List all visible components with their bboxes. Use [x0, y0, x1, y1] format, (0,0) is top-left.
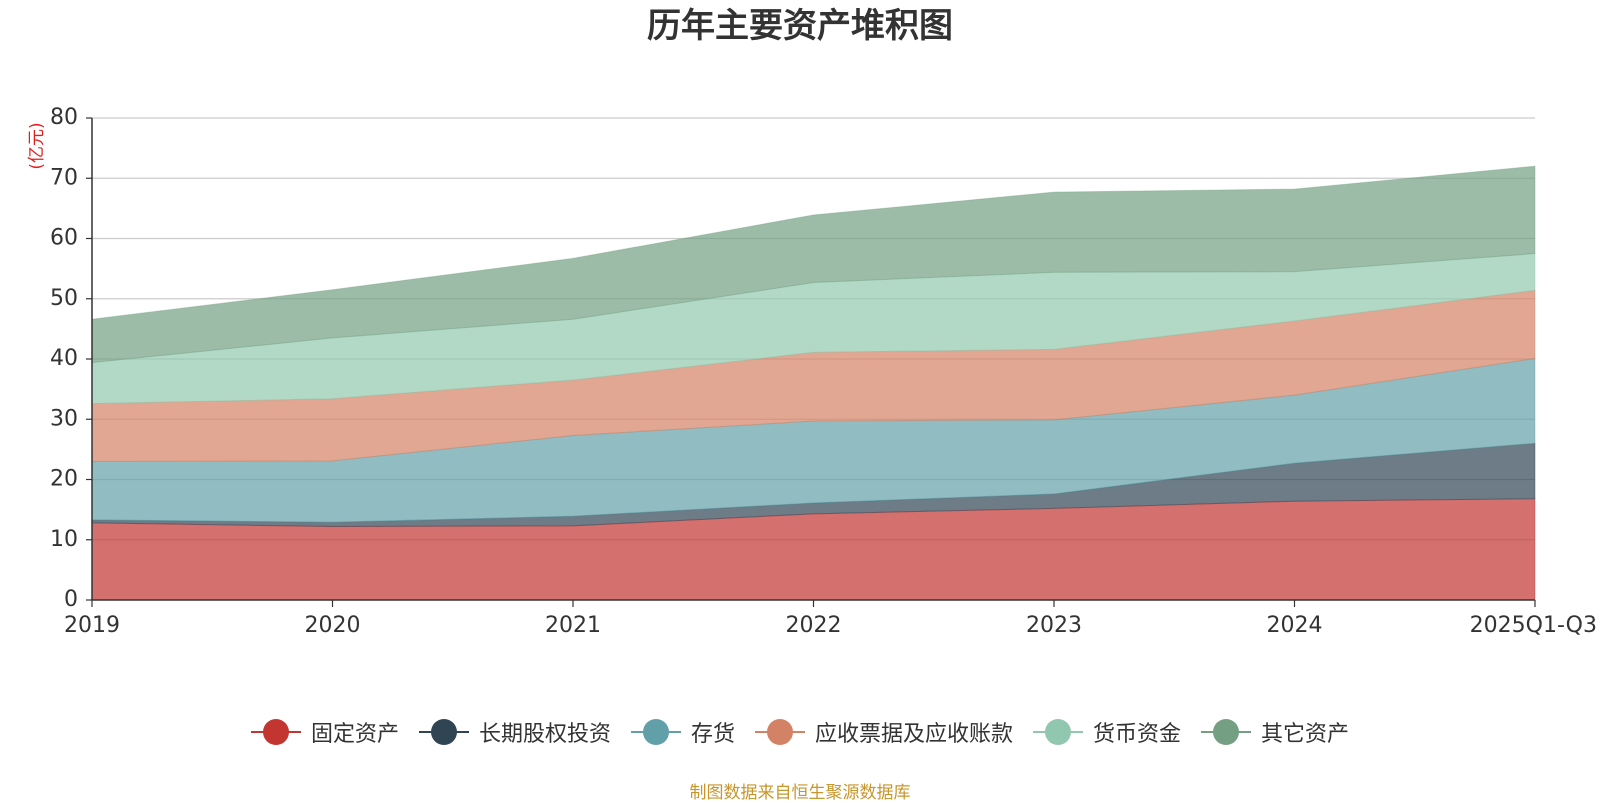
legend-label: 应收票据及应收账款 — [815, 722, 1014, 747]
legend-label: 固定资产 — [310, 722, 399, 747]
area-series-5 — [91, 253, 1536, 405]
y-axis-label: (亿元) — [27, 122, 47, 169]
legend-item-5[interactable]: 货币资金 — [1033, 716, 1181, 748]
source-note: 制图数据来自恒生聚源数据库 — [689, 783, 911, 803]
legend-label: 存货 — [690, 722, 735, 747]
area-series-2 — [91, 442, 1536, 527]
x-ticks: 2019 2020 2021 2022 2023 2024 2025Q1-Q3 — [64, 600, 1597, 638]
y-tick-label: 40 — [50, 346, 78, 371]
legend-marker-icon — [250, 718, 301, 746]
legend-marker-icon — [630, 718, 681, 746]
legend-item-6[interactable]: 其它资产 — [1201, 716, 1349, 748]
legend-label: 其它资产 — [1261, 722, 1350, 747]
area-series-6 — [91, 165, 1536, 364]
legend-marker-icon — [1201, 718, 1252, 746]
y-tick-label: 70 — [50, 165, 78, 190]
y-tick-label: 20 — [50, 467, 78, 492]
y-tick-label: 30 — [50, 406, 78, 431]
y-tick-label: 50 — [50, 286, 78, 311]
legend-label: 长期股权投资 — [478, 722, 611, 747]
legend-item-1[interactable]: 固定资产 — [250, 716, 399, 748]
x-tick-label: 2025Q1-Q3 — [1470, 613, 1597, 638]
y-tick-label: 0 — [64, 587, 78, 612]
legend: 固定资产 长期股权投资 存货 应收票据及应收账款 货币资金 其它资产 — [0, 716, 1600, 748]
y-tick-label: 10 — [50, 527, 78, 552]
legend-marker-icon — [418, 718, 469, 746]
legend-item-3[interactable]: 存货 — [630, 716, 735, 748]
y-tick-label: 60 — [50, 226, 78, 251]
x-tick-label: 2024 — [1267, 613, 1323, 638]
legend-item-4[interactable]: 应收票据及应收账款 — [755, 716, 1013, 748]
legend-item-2[interactable]: 长期股权投资 — [418, 716, 611, 748]
y-tick-label: 80 — [50, 105, 78, 130]
x-tick-label: 2022 — [786, 613, 842, 638]
x-tick-label: 2020 — [305, 613, 361, 638]
x-tick-label: 2023 — [1026, 613, 1082, 638]
x-tick-label: 2019 — [64, 613, 120, 638]
legend-marker-icon — [755, 718, 805, 746]
chart-title: 历年主要资产堆积图 — [647, 6, 953, 46]
legend-label: 货币资金 — [1093, 722, 1182, 747]
legend-marker-icon — [1033, 718, 1084, 746]
y-ticks: 0 10 20 30 40 50 60 70 80 — [50, 105, 92, 612]
x-tick-label: 2021 — [545, 613, 601, 638]
area-series — [91, 165, 1536, 601]
